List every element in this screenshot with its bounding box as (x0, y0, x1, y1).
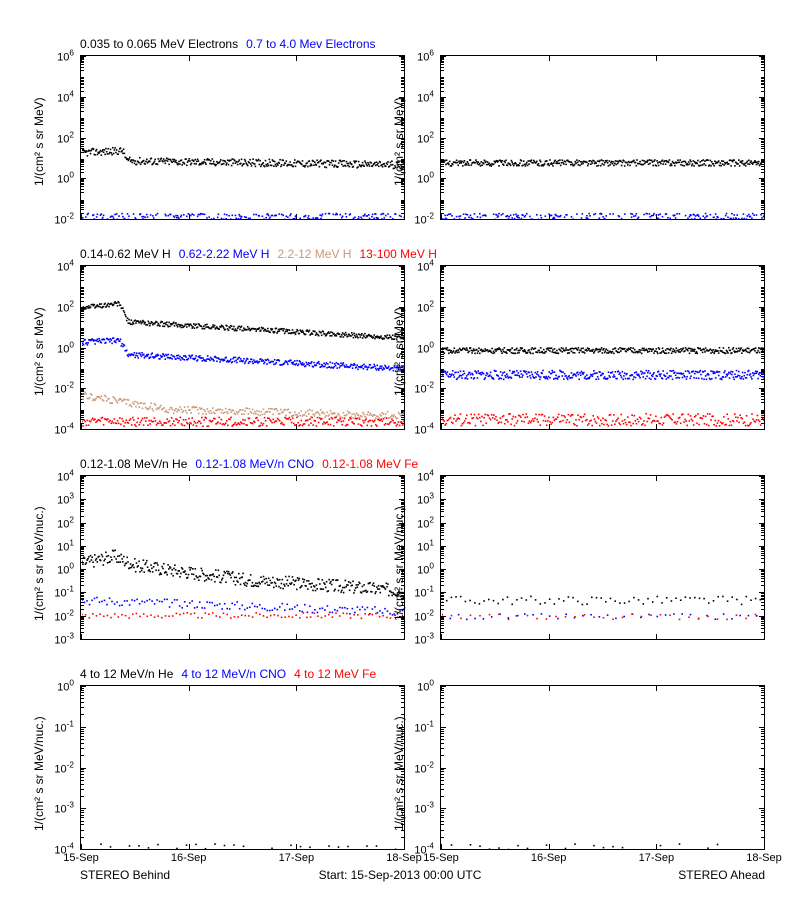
y-tick-label: 104 (417, 89, 434, 104)
y-axis-label: 1/(cm² s sr MeV) (32, 97, 46, 186)
x-tick-label: 15-Sep (423, 852, 458, 864)
plot-panel (440, 475, 765, 640)
bottom-label-center: Start: 15-Sep-2013 00:00 UTC (319, 868, 482, 882)
y-tick-label: 10-2 (414, 760, 434, 775)
y-axis-label: 1/(cm² s sr MeV/nuc.) (32, 716, 46, 831)
series-legend-label: 0.14-0.62 MeV H (80, 247, 171, 261)
y-tick-label: 100 (417, 171, 434, 186)
series-legend-label: 0.12-1.08 MeV/n He (80, 457, 187, 471)
y-tick-label: 10-1 (54, 585, 74, 600)
plot-panel (80, 265, 405, 430)
plot-panel (440, 685, 765, 850)
x-tick-label: 18-Sep (746, 852, 781, 864)
series-legend-label: 0.12-1.08 MeV Fe (322, 457, 418, 471)
y-tick-label: 10-2 (54, 212, 74, 227)
y-tick-label: 102 (417, 299, 434, 314)
series-canvas (442, 267, 765, 430)
y-axis-label: 1/(cm² s sr MeV/nuc.) (392, 506, 406, 621)
y-tick-label: 10-2 (54, 760, 74, 775)
y-tick-label: 10-3 (54, 632, 74, 647)
y-tick-label: 103 (57, 492, 74, 507)
y-tick-label: 104 (417, 469, 434, 484)
panel-title: 0.12-1.08 MeV/n He 0.12-1.08 MeV/n CNO 0.1… (80, 457, 426, 471)
series-canvas (82, 267, 405, 430)
series-legend-label: 0.7 to 4.0 Mev Electrons (246, 37, 375, 51)
y-tick-label: 103 (417, 492, 434, 507)
y-tick-label: 10-3 (414, 632, 434, 647)
particle-flux-figure: 0.035 to 0.065 MeV Electrons 0.7 to 4.0 M… (0, 0, 800, 900)
y-tick-label: 10-1 (414, 585, 434, 600)
series-legend-label: 0.62-2.22 MeV H (179, 247, 270, 261)
y-tick-label: 10-2 (54, 608, 74, 623)
series-legend-label: 4 to 12 MeV/n CNO (181, 667, 286, 681)
y-tick-label: 102 (57, 130, 74, 145)
y-tick-label: 10-2 (414, 608, 434, 623)
plot-panel (80, 475, 405, 640)
series-canvas (82, 687, 405, 850)
y-tick-label: 101 (57, 539, 74, 554)
y-axis-label: 1/(cm² s sr MeV/nuc.) (32, 506, 46, 621)
y-tick-label: 104 (57, 469, 74, 484)
series-legend-label: 4 to 12 MeV/n He (80, 667, 173, 681)
plot-panel (440, 55, 765, 220)
x-tick-label: 15-Sep (63, 852, 98, 864)
y-tick-label: 106 (417, 49, 434, 64)
y-tick-label: 104 (57, 89, 74, 104)
y-axis-label: 1/(cm² s sr MeV) (32, 307, 46, 396)
plot-panel (80, 55, 405, 220)
y-tick-label: 10-2 (414, 381, 434, 396)
y-tick-label: 10-2 (414, 212, 434, 227)
panel-title: 4 to 12 MeV/n He 4 to 12 MeV/n CNO 4 to 12… (80, 667, 384, 681)
y-tick-label: 100 (57, 171, 74, 186)
series-legend-label: 0.035 to 0.065 MeV Electrons (80, 37, 238, 51)
y-tick-label: 10-1 (414, 719, 434, 734)
x-tick-label: 17-Sep (639, 852, 674, 864)
y-tick-label: 10-3 (54, 801, 74, 816)
x-tick-label: 16-Sep (171, 852, 206, 864)
y-axis-label: 1/(cm² s sr MeV/nuc.) (392, 716, 406, 831)
y-tick-label: 102 (417, 130, 434, 145)
y-tick-label: 100 (57, 562, 74, 577)
y-tick-label: 10-3 (414, 801, 434, 816)
bottom-label-left: STEREO Behind (80, 868, 170, 882)
y-tick-label: 10-1 (54, 719, 74, 734)
x-tick-label: 16-Sep (531, 852, 566, 864)
plot-panel (80, 685, 405, 850)
series-legend-label: 4 to 12 MeV Fe (294, 667, 376, 681)
series-canvas (82, 477, 405, 640)
series-canvas (82, 57, 405, 220)
y-tick-label: 106 (57, 49, 74, 64)
y-tick-label: 100 (57, 340, 74, 355)
y-tick-label: 100 (417, 562, 434, 577)
panel-title: 0.035 to 0.065 MeV Electrons 0.7 to 4.0 M… (80, 37, 384, 51)
y-tick-label: 10-2 (54, 381, 74, 396)
series-legend-label: 0.12-1.08 MeV/n CNO (195, 457, 314, 471)
bottom-label-right: STEREO Ahead (678, 868, 765, 882)
y-tick-label: 102 (57, 299, 74, 314)
y-tick-label: 100 (417, 340, 434, 355)
x-tick-label: 17-Sep (279, 852, 314, 864)
y-tick-label: 104 (57, 259, 74, 274)
y-axis-label: 1/(cm² s sr MeV) (392, 97, 406, 186)
series-canvas (442, 477, 765, 640)
series-canvas (442, 57, 765, 220)
panel-title: 0.14-0.62 MeV H 0.62-2.22 MeV H 2.2-12 MeV… (80, 247, 445, 261)
y-axis-label: 1/(cm² s sr MeV) (392, 307, 406, 396)
y-tick-label: 102 (417, 515, 434, 530)
y-tick-label: 10-4 (414, 422, 434, 437)
y-tick-label: 100 (417, 679, 434, 694)
y-tick-label: 104 (417, 259, 434, 274)
y-tick-label: 101 (417, 539, 434, 554)
series-legend-label: 2.2-12 MeV H (277, 247, 351, 261)
series-canvas (442, 687, 765, 850)
y-tick-label: 100 (57, 679, 74, 694)
plot-panel (440, 265, 765, 430)
y-tick-label: 102 (57, 515, 74, 530)
y-tick-label: 10-4 (54, 422, 74, 437)
